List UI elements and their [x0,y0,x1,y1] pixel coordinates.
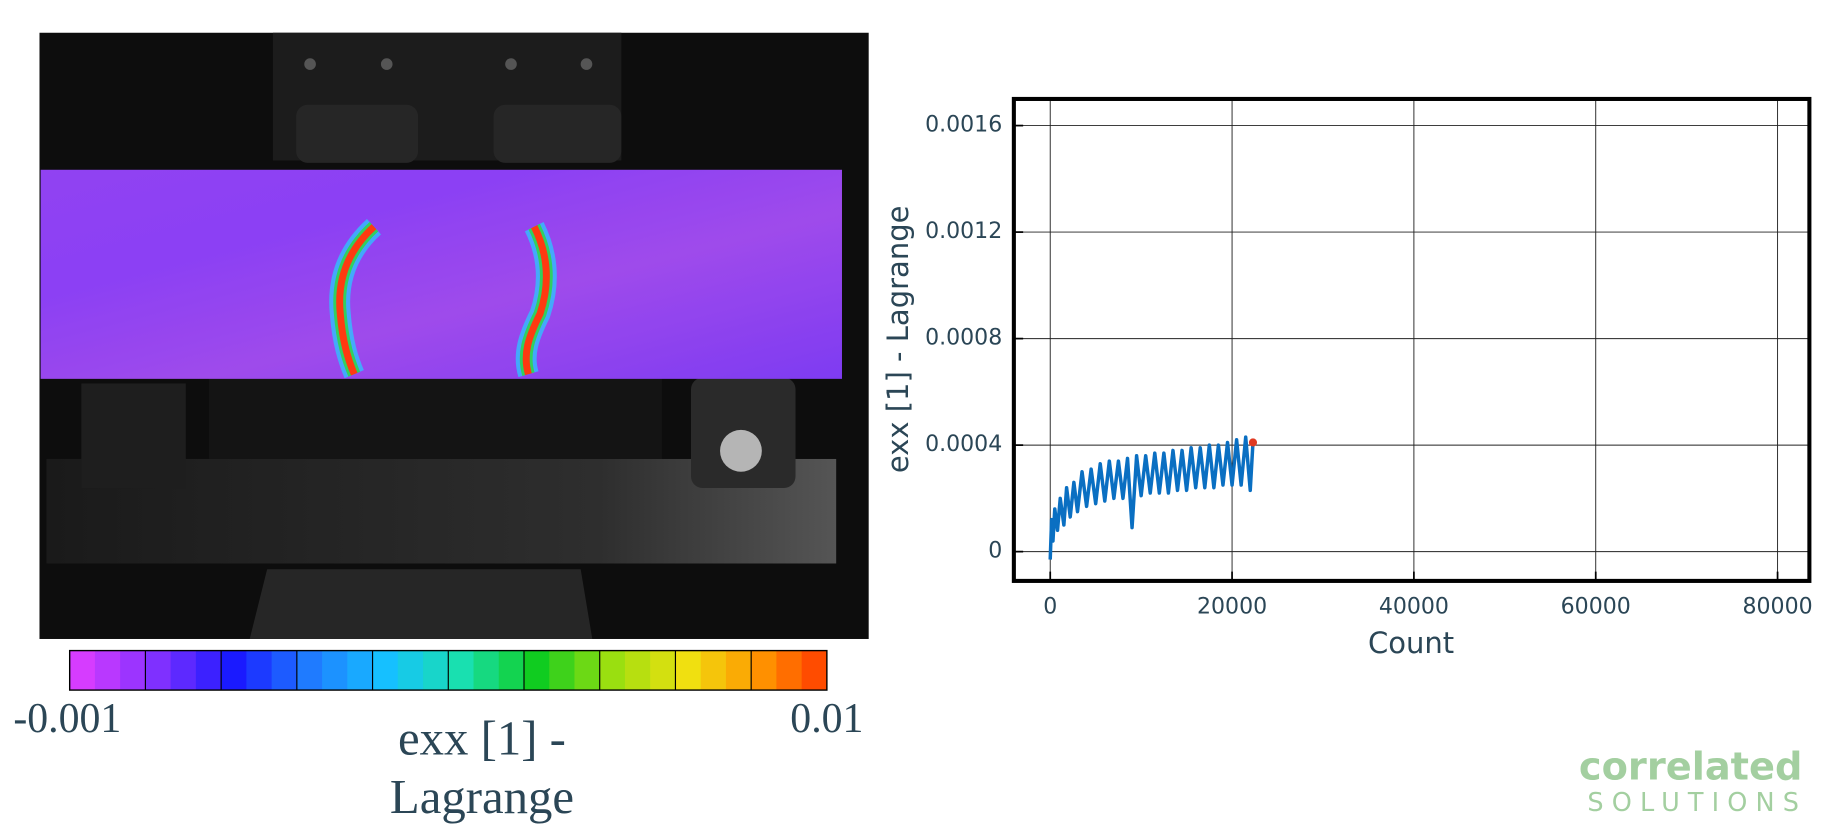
colorbar-swatch [120,650,146,691]
plot-frame [1011,96,1812,583]
colorbar-frame [68,649,828,691]
colorbar-swatch [271,650,298,691]
x-tick-label: 80000 [1742,595,1812,620]
colorbar-swatch [296,650,323,691]
y-axis-label: exx [1] - Lagrange [881,206,915,474]
y-tick-label: 0 [988,539,1002,564]
colorbar-min: -0.001 [13,696,121,742]
y-tick-label: 0.0008 [925,326,1002,351]
colorbar-swatch [725,650,752,691]
logo: correlated [1579,745,1803,790]
colorbar-swatch [776,650,803,691]
colorbar-swatch [700,650,727,691]
x-tick-label: 40000 [1379,595,1449,620]
y-tick-label: 0.0004 [925,432,1002,457]
colorbar-swatch [372,650,399,691]
colorbar-swatch [549,650,576,691]
colorbar-title: Lagrange [390,770,574,824]
colorbar-swatch [69,650,96,691]
colorbar-swatch [246,650,273,691]
colorbar-swatch [801,650,828,691]
current-point [1248,438,1258,447]
colorbar-swatch [624,650,651,691]
colorbar-swatch [347,650,374,691]
colorbar-swatch [397,650,424,691]
x-tick-label: 0 [1043,595,1057,620]
colorbar-swatch [423,650,449,691]
colorbar-max: 0.01 [790,696,863,742]
data-line [1048,435,1255,560]
y-tick-label: 0.0016 [925,113,1002,138]
colorbar-swatch [473,650,500,691]
plot: 0 20000 40000 60000 80000 0 0.0004 0.0008 0.0012… [925,96,1813,620]
colorbar-swatch [650,650,677,691]
colorbar-swatch [524,650,550,691]
colorbar-swatch [94,650,121,691]
colorbar [68,649,828,691]
colorbar-swatch [751,650,777,691]
logo: SOLUTIONS [1587,788,1807,818]
colorbar-swatch [221,650,247,691]
x-axis-label: Count [1368,626,1454,660]
colorbar-swatch [195,650,222,691]
colorbar-swatch [675,650,702,691]
colorbar-swatch [448,650,475,691]
colorbar-title: exx [1] - [398,712,566,766]
colorbar-swatch [170,650,197,691]
colorbar-swatch [322,650,348,691]
x-tick-label: 20000 [1197,595,1267,620]
colorbar-swatch [498,650,525,691]
x-tick-label: 60000 [1561,595,1631,620]
colorbar-swatch [599,650,626,691]
specimen-image [39,32,869,639]
colorbar-swatch [574,650,601,691]
colorbar-swatch [145,650,172,691]
y-tick-label: 0.0012 [925,219,1002,244]
